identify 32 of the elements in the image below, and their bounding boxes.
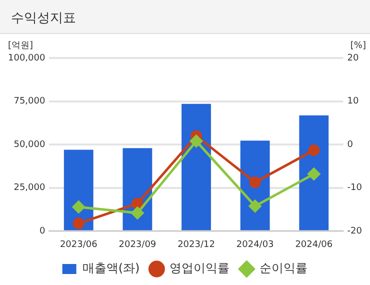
y2-tick-label: 10: [347, 96, 360, 107]
y2-tick-label: 20: [347, 53, 360, 64]
point: [131, 206, 144, 220]
point: [248, 200, 262, 212]
legend-label: 매출액(좌): [82, 261, 140, 276]
point: [249, 176, 261, 188]
chart-title: 수익성지표: [0, 0, 370, 34]
x-tick-label: 2024/06: [295, 240, 333, 250]
x-tick-label: 2023/09: [118, 240, 156, 250]
x-tick-label: 2023/06: [60, 240, 98, 250]
y2-tick-label: -10: [347, 183, 362, 194]
bar: [182, 104, 211, 230]
y-tick-label: 0: [39, 226, 46, 237]
y2-axis-title: [%]: [350, 40, 366, 51]
legend-label: 순이익률: [260, 261, 308, 276]
y-axis-title: [억원]: [8, 40, 34, 51]
x-tick-label: 2024/03: [236, 240, 274, 250]
point: [308, 168, 320, 180]
x-tick-label: 2023/12: [178, 240, 215, 250]
y2-tick-label: -20: [347, 226, 362, 237]
point: [132, 198, 144, 210]
point: [190, 134, 203, 148]
point: [72, 200, 85, 214]
legend-label: 영업이익률: [170, 261, 230, 276]
point: [308, 144, 320, 156]
y-tick-label: 75,000: [14, 96, 46, 107]
y-tick-label: 50,000: [14, 140, 46, 150]
y-tick-label: 25,000: [14, 183, 46, 194]
y2-tick-label: 0: [347, 140, 354, 150]
y-tick-label: 100,000: [8, 53, 46, 64]
point: [72, 218, 84, 230]
bar: [299, 115, 329, 230]
